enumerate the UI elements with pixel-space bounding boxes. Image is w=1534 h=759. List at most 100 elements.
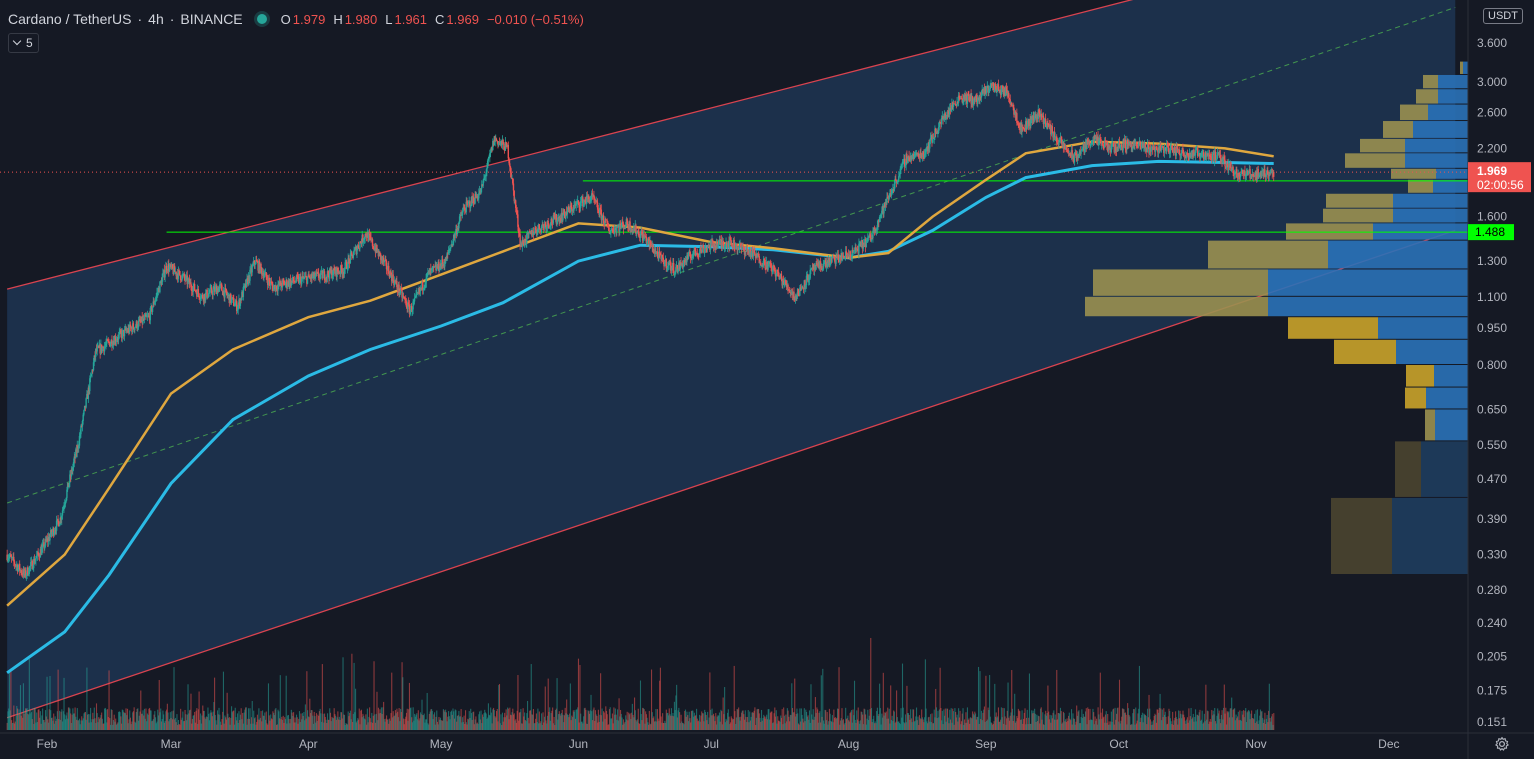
volume-bar [1110, 711, 1112, 730]
candle-body [1001, 85, 1003, 89]
volume-bar [20, 715, 22, 730]
candle-body [704, 248, 707, 250]
volume-bar [1132, 713, 1134, 730]
candle-body [1014, 111, 1017, 118]
candle-body [942, 116, 944, 121]
candle-body [1024, 130, 1026, 132]
candle-body [385, 259, 387, 261]
candle-body [399, 287, 402, 293]
volume-bar [369, 707, 371, 730]
volume-bar [40, 723, 42, 730]
candle-body [1149, 147, 1151, 154]
candle-body [269, 281, 272, 285]
volume-bar [356, 720, 358, 730]
candle-body [326, 276, 328, 278]
volume-bar [753, 710, 755, 730]
volume-bar [508, 719, 510, 730]
candle-body [1063, 143, 1065, 148]
candle-body [842, 255, 845, 257]
volume-bar [509, 707, 511, 730]
candle-body [255, 259, 258, 262]
volume-bar [972, 711, 974, 730]
candle-body [64, 501, 67, 505]
parallel-channel[interactable] [6, 0, 1456, 719]
candle-body [87, 387, 90, 399]
volume-bar [1271, 713, 1273, 730]
candle-body [909, 155, 912, 162]
volume-bar [332, 718, 334, 730]
volume-bar [1100, 712, 1102, 730]
candle-body [1174, 147, 1176, 151]
candle-body [1048, 125, 1051, 128]
candle-body [272, 285, 274, 291]
volume-bar [973, 715, 975, 730]
volume-bar [963, 725, 965, 730]
candle-body [51, 532, 53, 535]
volume-bar [368, 716, 370, 730]
volume-bar [797, 713, 799, 730]
volume-bar [965, 712, 967, 730]
candle-body [99, 344, 101, 354]
channel-upper-line[interactable] [6, 0, 1455, 290]
candle-body [563, 209, 566, 214]
candle-body [817, 261, 820, 265]
candle-body [553, 215, 555, 217]
volume-bar [1197, 715, 1200, 730]
candle-body [1177, 149, 1180, 151]
volume-bar [1098, 714, 1100, 730]
candle-body [509, 166, 512, 173]
candle-body [204, 292, 207, 300]
volume-bar [888, 708, 890, 730]
candle-body [317, 272, 319, 274]
candle-body [414, 296, 417, 299]
volume-bar [1253, 719, 1255, 730]
candle-body [699, 247, 701, 253]
volume-bar [782, 724, 784, 730]
candle-body [768, 262, 770, 264]
volume-bar [443, 710, 445, 730]
volume-bar [617, 709, 619, 730]
volume-bar [997, 716, 999, 730]
candle-body [195, 290, 197, 293]
volume-bar [42, 719, 44, 730]
volume-bar [360, 710, 362, 730]
volume-bar [1223, 684, 1225, 730]
candle-body [463, 207, 465, 209]
volume-bar [718, 715, 720, 730]
candle-body [794, 295, 797, 300]
candle-body [988, 89, 990, 93]
candle-body [1073, 153, 1076, 163]
volume-bar [21, 712, 23, 730]
volume-bar [1242, 710, 1245, 730]
candle-body [1018, 123, 1020, 128]
candle-body [90, 374, 92, 377]
volume-bar [809, 722, 811, 730]
candle-body [796, 288, 799, 296]
volume-bar [1180, 713, 1182, 730]
volume-bar [1145, 715, 1147, 730]
volume-bar [574, 718, 577, 730]
candle-body [1008, 92, 1010, 98]
volume-bar [447, 716, 449, 730]
volume-bar [1093, 712, 1095, 730]
volume-bar [71, 714, 73, 730]
volume-bar [532, 708, 535, 730]
horizontal-levels[interactable] [0, 171, 1468, 233]
volume-profile-row-up [1391, 168, 1436, 179]
volume-bar [769, 712, 771, 730]
volume-bar [839, 720, 842, 730]
volume-bar [352, 721, 354, 730]
candle-body [270, 281, 273, 283]
candle-body [798, 295, 800, 297]
volume-bar [161, 718, 163, 730]
volume-bar [1011, 670, 1013, 730]
channel-midline[interactable] [6, 6, 1456, 504]
volume-bar [1143, 713, 1145, 730]
volume-bar [732, 719, 735, 730]
volume-bar [397, 711, 399, 730]
candle-body [491, 147, 493, 151]
volume-bar [875, 723, 877, 730]
volume-bar [1216, 715, 1218, 730]
candle-body [467, 201, 470, 204]
